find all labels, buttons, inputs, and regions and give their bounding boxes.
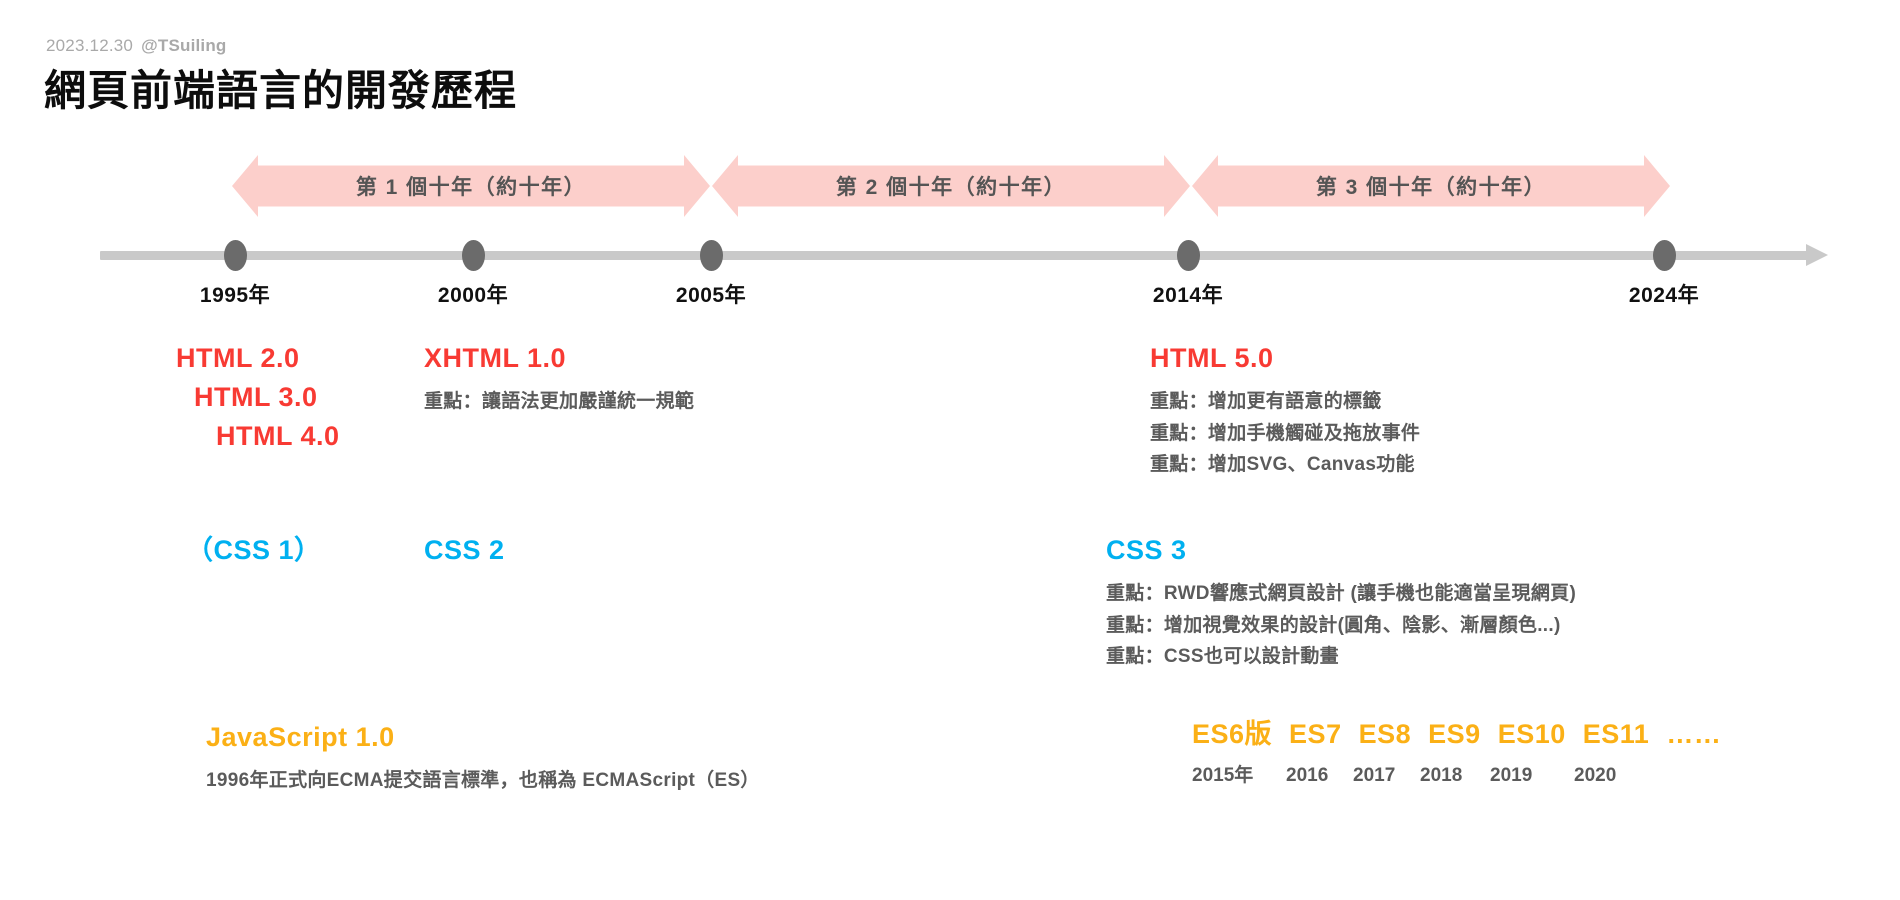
es-year-2019: 2019 [1490,765,1533,786]
css3-detail-2: 重點：增加視覺效果的設計(圓角、陰影、漸層顏色...) [1106,614,1561,636]
es-version-es7: ES7 [1289,719,1342,749]
decade-band: 第 1 個十年（約十年） 第 2 個十年（約十年） 第 3 個十年（約十年） [0,155,1900,217]
xhtml-1-0-label: XHTML 1.0 [424,343,567,373]
timeline-year-2000: 2000年 [437,284,509,307]
es-version-es8: ES8 [1358,719,1412,749]
timeline-year-2005: 2005年 [675,284,747,307]
es-versions-row: ES6版 ES7 ES8 ES9 ES10 ES11 …… [1192,712,1721,751]
xhtml-era2-group: XHTML 1.0 重點：讓語法更加嚴謹統一規範 [424,339,694,418]
css3-detail-3: 重點：CSS也可以設計動畫 [1106,646,1339,668]
header-date: 2023.12.30 [46,36,134,55]
javascript-era1-group: JavaScript 1.0 1996年正式向ECMA提交語言標準，也稱為 EC… [206,718,760,797]
css-1-label: （CSS 1） [186,535,322,565]
timeline-arrowhead-icon [1806,244,1828,266]
timeline-dot-1995 [224,240,247,271]
timeline-year-1995: 1995年 [199,284,271,307]
html-4-0-label: HTML 4.0 [216,421,340,452]
es-version-es9: ES9 [1428,719,1481,749]
html5-detail-1: 重點：增加更有語意的標籤 [1150,391,1382,413]
html-2-0-label: HTML 2.0 [176,343,300,373]
es-years-row: 2015年 2016 2017 2018 2019 2020 [1192,760,1721,787]
css2-era2-group: CSS 2 [424,531,505,570]
timeline-dot-2024 [1653,240,1676,271]
decade-arrow-1: 第 1 個十年（約十年） [232,155,710,217]
page-title: 網頁前端語言的開發歷程 [44,67,518,114]
timeline-dot-2014 [1177,240,1200,271]
css3-era3-group: CSS 3 重點：RWD響應式網頁設計 (讓手機也能適當呈現網頁) 重點：增加視… [1106,531,1576,673]
decade-arrow-2-label: 第 2 個十年（約十年） [835,176,1067,199]
javascript-1-0-label: JavaScript 1.0 [206,722,395,752]
es-year-2016: 2016 [1286,765,1329,786]
timeline-dot-2005 [700,240,723,271]
decade-arrow-2: 第 2 個十年（約十年） [712,155,1190,217]
timeline-dot-2000 [462,240,485,271]
html-5-0-label: HTML 5.0 [1150,343,1274,373]
es-version-es11: ES11 [1582,719,1650,749]
html-3-0-label: HTML 3.0 [194,382,318,413]
es-year-2017: 2017 [1353,765,1396,786]
header-meta: 2023.12.30 @TSuiling [46,36,227,56]
decade-arrow-3: 第 3 個十年（約十年） [1192,155,1670,217]
header-handle: @TSuiling [141,36,227,55]
html5-detail-2: 重點：增加手機觸碰及拖放事件 [1150,422,1421,444]
css1-era1-group: （CSS 1） [186,531,322,570]
decade-arrow-1-label: 第 1 個十年（約十年） [355,176,587,199]
css3-detail-1: 重點：RWD響應式網頁設計 (讓手機也能適當呈現網頁) [1106,583,1577,605]
timeline-axis-line [100,251,1812,260]
es-year-2020: 2020 [1574,765,1617,786]
css-3-label: CSS 3 [1106,535,1187,565]
decade-arrow-3-label: 第 3 個十年（約十年） [1315,176,1547,199]
timeline-year-2024: 2024年 [1628,284,1700,307]
es-version-es6: ES6版 [1192,719,1273,749]
xhtml-detail-1: 重點：讓語法更加嚴謹統一規範 [424,391,695,413]
es-year-2015: 2015年 [1192,765,1254,786]
timeline-year-2014: 2014年 [1152,284,1224,307]
es-versions-group: ES6版 ES7 ES8 ES9 ES10 ES11 …… 2015年 2016… [1192,712,1721,787]
es-year-2018: 2018 [1420,765,1463,786]
javascript-detail-1: 1996年正式向ECMA提交語言標準，也稱為 ECMAScript（ES） [206,770,760,792]
html5-era3-group: HTML 5.0 重點：增加更有語意的標籤 重點：增加手機觸碰及拖放事件 重點：… [1150,339,1420,481]
html5-detail-3: 重點：增加SVG、Canvas功能 [1150,454,1415,476]
html-era1-group: HTML 2.0 HTML 3.0 HTML 4.0 [176,339,340,456]
css-2-label: CSS 2 [424,535,505,565]
es-version-ellipsis: …… [1666,719,1722,749]
es-version-es10: ES10 [1497,719,1566,749]
